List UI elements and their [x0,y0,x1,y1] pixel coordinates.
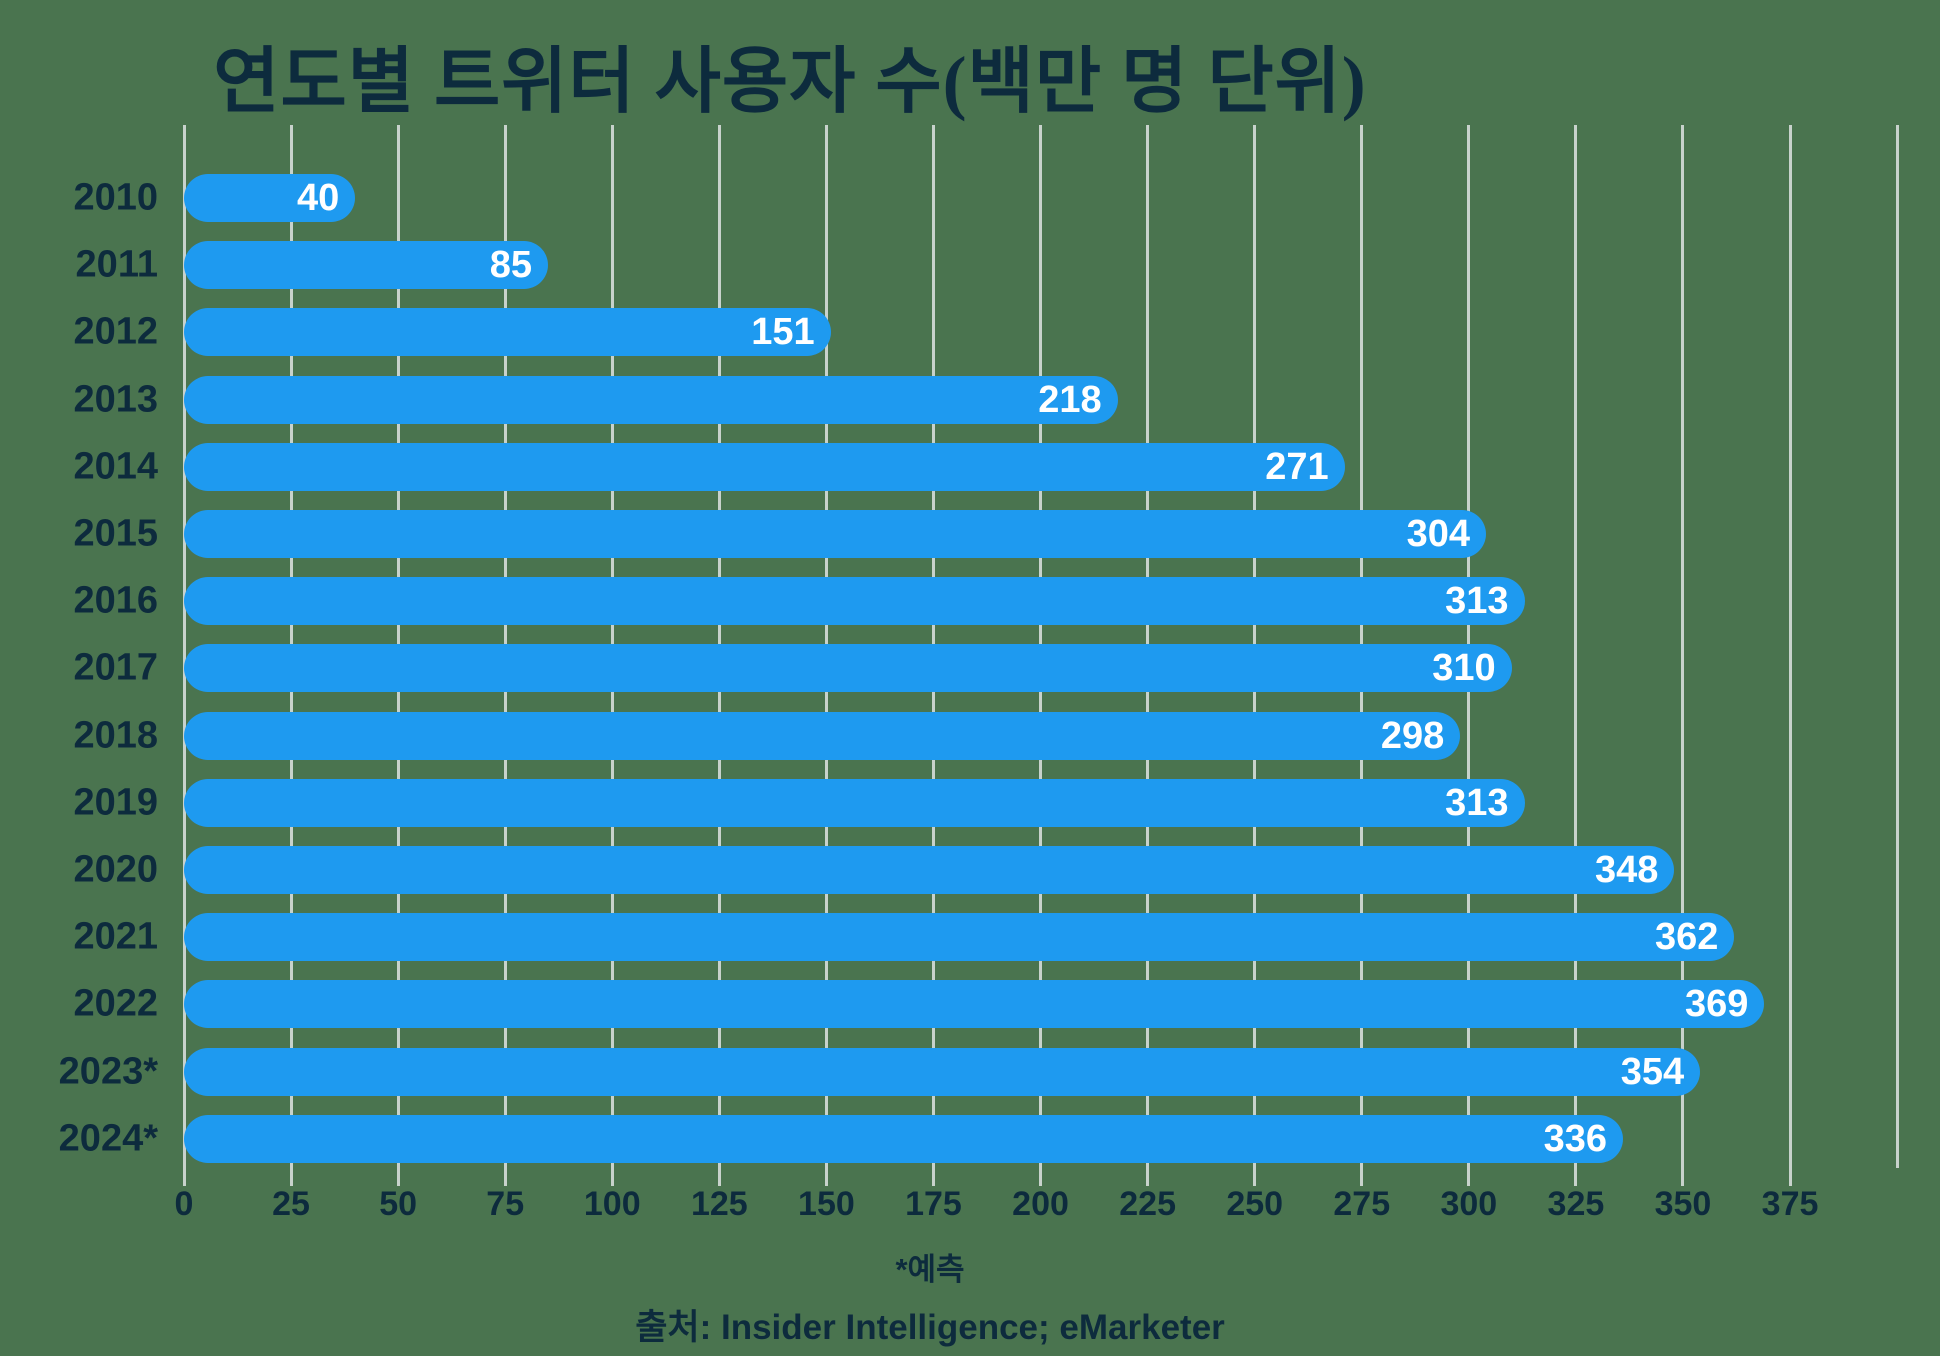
chart-title: 연도별 트위터 사용자 수(백만 명 단위) [213,42,1367,122]
y-axis-label-2019: 2019 [73,781,158,824]
bar-value-label: 348 [1595,849,1659,891]
bar-2020: 348 [184,846,1675,894]
y-axis-labels: 2010 2011 2012 2013 2014 2015 2016 2017 2018 2019… [0,125,158,1168]
bar-2018: 298 [184,711,1461,760]
bar-2019: 313 [184,778,1525,827]
bar-2015: 304 [184,510,1486,558]
gridline-375 [1788,125,1792,1186]
x-axis-label-250: 250 [1226,1185,1284,1223]
x-axis-label-200: 200 [1012,1185,1069,1223]
y-axis-label-2015: 2015 [73,512,158,555]
y-axis-label-2011: 2011 [75,243,158,286]
bar-value-label: 369 [1684,983,1749,1026]
x-axis-label-275: 275 [1333,1185,1391,1223]
y-axis-label-2017: 2017 [73,646,158,689]
y-axis-label-2020: 2020 [73,848,158,891]
y-axis-label-2018: 2018 [73,714,158,757]
bar-2021: 362 [184,913,1735,962]
x-axis-label-325: 325 [1547,1185,1605,1223]
x-axis-label-225: 225 [1119,1185,1176,1223]
x-axis-label-50: 50 [379,1185,418,1223]
y-axis-label-2023: 2023* [58,1050,158,1093]
gridline-325 [1574,125,1578,1186]
y-axis-label-2021: 2021 [73,915,158,958]
bar-2011: 85 [184,241,549,290]
gridline-400 [1895,125,1899,1168]
x-axis-label-100: 100 [583,1185,641,1223]
bar-value-label: 218 [1038,378,1102,421]
y-axis-label-2022: 2022 [73,982,158,1025]
y-axis-label-2014: 2014 [73,445,158,488]
bar-value-label: 362 [1654,916,1719,959]
x-axis-label-150: 150 [798,1185,855,1223]
x-axis-label-300: 300 [1440,1185,1498,1223]
bar-2010: 40 [184,174,356,222]
x-axis-label-25: 25 [272,1185,310,1223]
y-axis-label-2010: 2010 [73,176,158,219]
x-axis-label-125: 125 [690,1185,748,1223]
bar-2017: 310 [184,644,1512,693]
bar-value-label: 271 [1265,445,1329,488]
bar-2024: 336 [184,1114,1624,1163]
chart-footer: *예측 출처: Insider Intelligence; eMarketer [0,1244,1860,1350]
bar-value-label: 40 [297,177,340,219]
bar-2012: 151 [184,308,831,357]
source-line: 출처: Insider Intelligence; eMarketer [635,1308,1225,1347]
forecast-footnote: *예측 [895,1252,965,1287]
bar-value-label: 298 [1380,714,1445,757]
x-axis-label-75: 75 [486,1185,525,1223]
bar-value-label: 310 [1432,647,1496,690]
bar-value-label: 151 [751,311,815,354]
x-axis-label-375: 375 [1761,1185,1819,1223]
x-axis-label-350: 350 [1654,1185,1712,1223]
bar-value-label: 336 [1543,1117,1608,1160]
bar-2016: 313 [184,577,1525,626]
gridline-0 [182,125,186,1186]
y-axis-label-2024: 2024* [58,1117,158,1160]
bar-value-label: 354 [1620,1050,1685,1093]
plot-area: 0 25 50 75 100 125 150 175 200 225 250 275 300 325 350… [175,125,1899,1223]
bar-2023: 354 [184,1047,1701,1096]
bar-value-label: 304 [1406,513,1470,555]
bar-value-label: 85 [489,244,533,287]
gridline-350 [1681,125,1685,1186]
x-axis-label-0: 0 [174,1185,194,1223]
y-axis-label-2016: 2016 [73,579,158,622]
bar-2022: 369 [184,980,1765,1029]
x-axis-label-175: 175 [905,1185,962,1223]
bar-2014: 271 [184,442,1345,491]
y-axis-label-2012: 2012 [73,310,158,353]
bar-2013: 218 [184,375,1118,424]
bar-value-label: 313 [1445,580,1509,623]
y-axis-label-2013: 2013 [73,378,158,421]
bar-value-label: 313 [1445,781,1509,824]
